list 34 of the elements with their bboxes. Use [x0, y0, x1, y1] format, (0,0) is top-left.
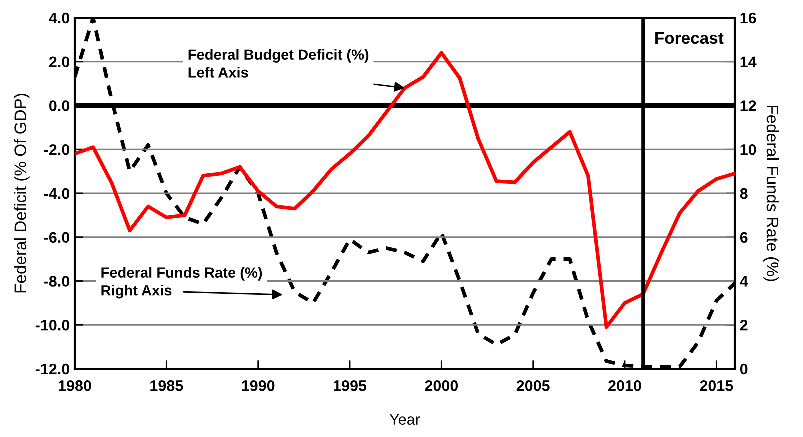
x-tick-label: 1990: [242, 380, 275, 392]
x-tick-label: 1980: [58, 380, 92, 392]
y2-tick-label: 4: [740, 276, 748, 287]
y-tick-label: -8.0: [44, 276, 70, 287]
y-tick-label: 2.0: [49, 56, 70, 68]
annotation: Federal Funds Rate (%) Right Axis: [102, 267, 262, 299]
y2-axis-title: Federal Funds Rate (%): [764, 106, 780, 282]
y-tick-label: -10.0: [36, 320, 70, 331]
line-series: [75, 18, 735, 369]
y-tick-label: 4.0: [49, 12, 70, 24]
y-tick-label: -2.0: [44, 144, 70, 156]
y-tick-label: 0.0: [50, 100, 70, 112]
y2-tick-label: 2: [740, 320, 748, 331]
y2-tick-label: 8: [740, 188, 748, 200]
x-tick-label: 2010: [608, 380, 642, 392]
x-tick-label: 1985: [150, 380, 184, 392]
x-tick-label: 2005: [516, 380, 550, 392]
y-tick-label: -6.0: [44, 232, 70, 244]
y2-tick-label: 10: [740, 144, 756, 156]
line-series: [75, 51, 735, 330]
ref-line-label: Forecast: [656, 32, 724, 44]
y2-tick-label: 6: [740, 232, 748, 244]
x-axis-title: Year: [390, 414, 420, 426]
y-tick-label: -4.0: [44, 188, 70, 200]
y2-tick-label: 14: [740, 56, 757, 68]
annotation: Federal Budget Deficit (%) Left Axis: [188, 49, 369, 78]
y2-tick-label: 16: [740, 12, 756, 24]
x-tick-label: 2000: [425, 380, 458, 392]
y2-tick-label: 12: [740, 100, 756, 112]
y-tick-label: -12.0: [36, 364, 70, 375]
x-tick-label: 1995: [334, 380, 367, 392]
y-axis-title: Federal Deficit (% Of GDP): [14, 94, 30, 293]
y2-tick-label: 0: [740, 364, 748, 375]
x-tick-label: 2015: [700, 380, 734, 392]
